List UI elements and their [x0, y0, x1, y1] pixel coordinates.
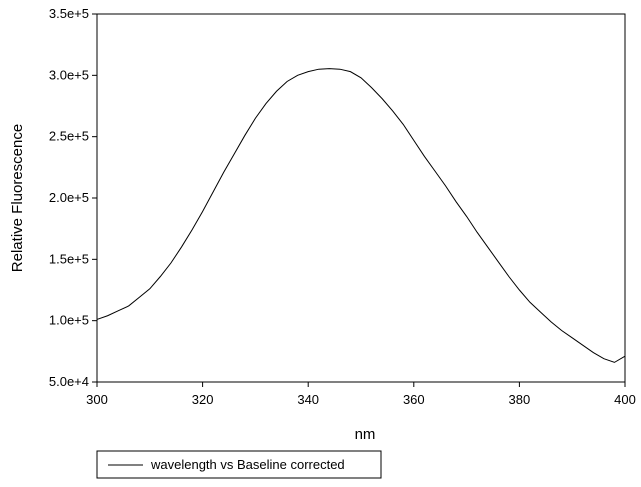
x-axis-ticks: 300 320 340 360 380 400 [86, 382, 636, 407]
legend-label: wavelength vs Baseline corrected [150, 457, 345, 472]
y-tick-label: 1.5e+5 [49, 251, 89, 266]
y-tick-label: 2.5e+5 [49, 129, 89, 144]
x-tick-label: 400 [614, 392, 636, 407]
legend-box [96, 450, 382, 479]
legend: wavelength vs Baseline corrected [96, 450, 382, 479]
x-axis-title: nm [355, 426, 376, 443]
y-tick-label: 2.0e+5 [49, 190, 89, 205]
x-tick-label: 340 [297, 392, 319, 407]
plot-area-frame [96, 13, 626, 383]
y-tick-label: 5.0e+4 [49, 374, 89, 389]
y-tick-label: 1.0e+5 [49, 313, 89, 328]
y-axis-ticks: 5.0e+4 1.0e+5 1.5e+5 2.0e+5 2.5e+5 3.0e+5 3.5e… [49, 6, 97, 389]
series-line-baseline-corrected [96, 68, 626, 363]
x-tick-label: 380 [509, 392, 531, 407]
y-tick-label: 3.0e+5 [49, 67, 89, 82]
x-tick-label: 300 [86, 392, 108, 407]
y-tick-label: 3.5e+5 [49, 6, 89, 21]
x-tick-label: 320 [192, 392, 214, 407]
y-axis-title: Relative Fluorescence [9, 124, 26, 272]
x-tick-label: 360 [403, 392, 425, 407]
